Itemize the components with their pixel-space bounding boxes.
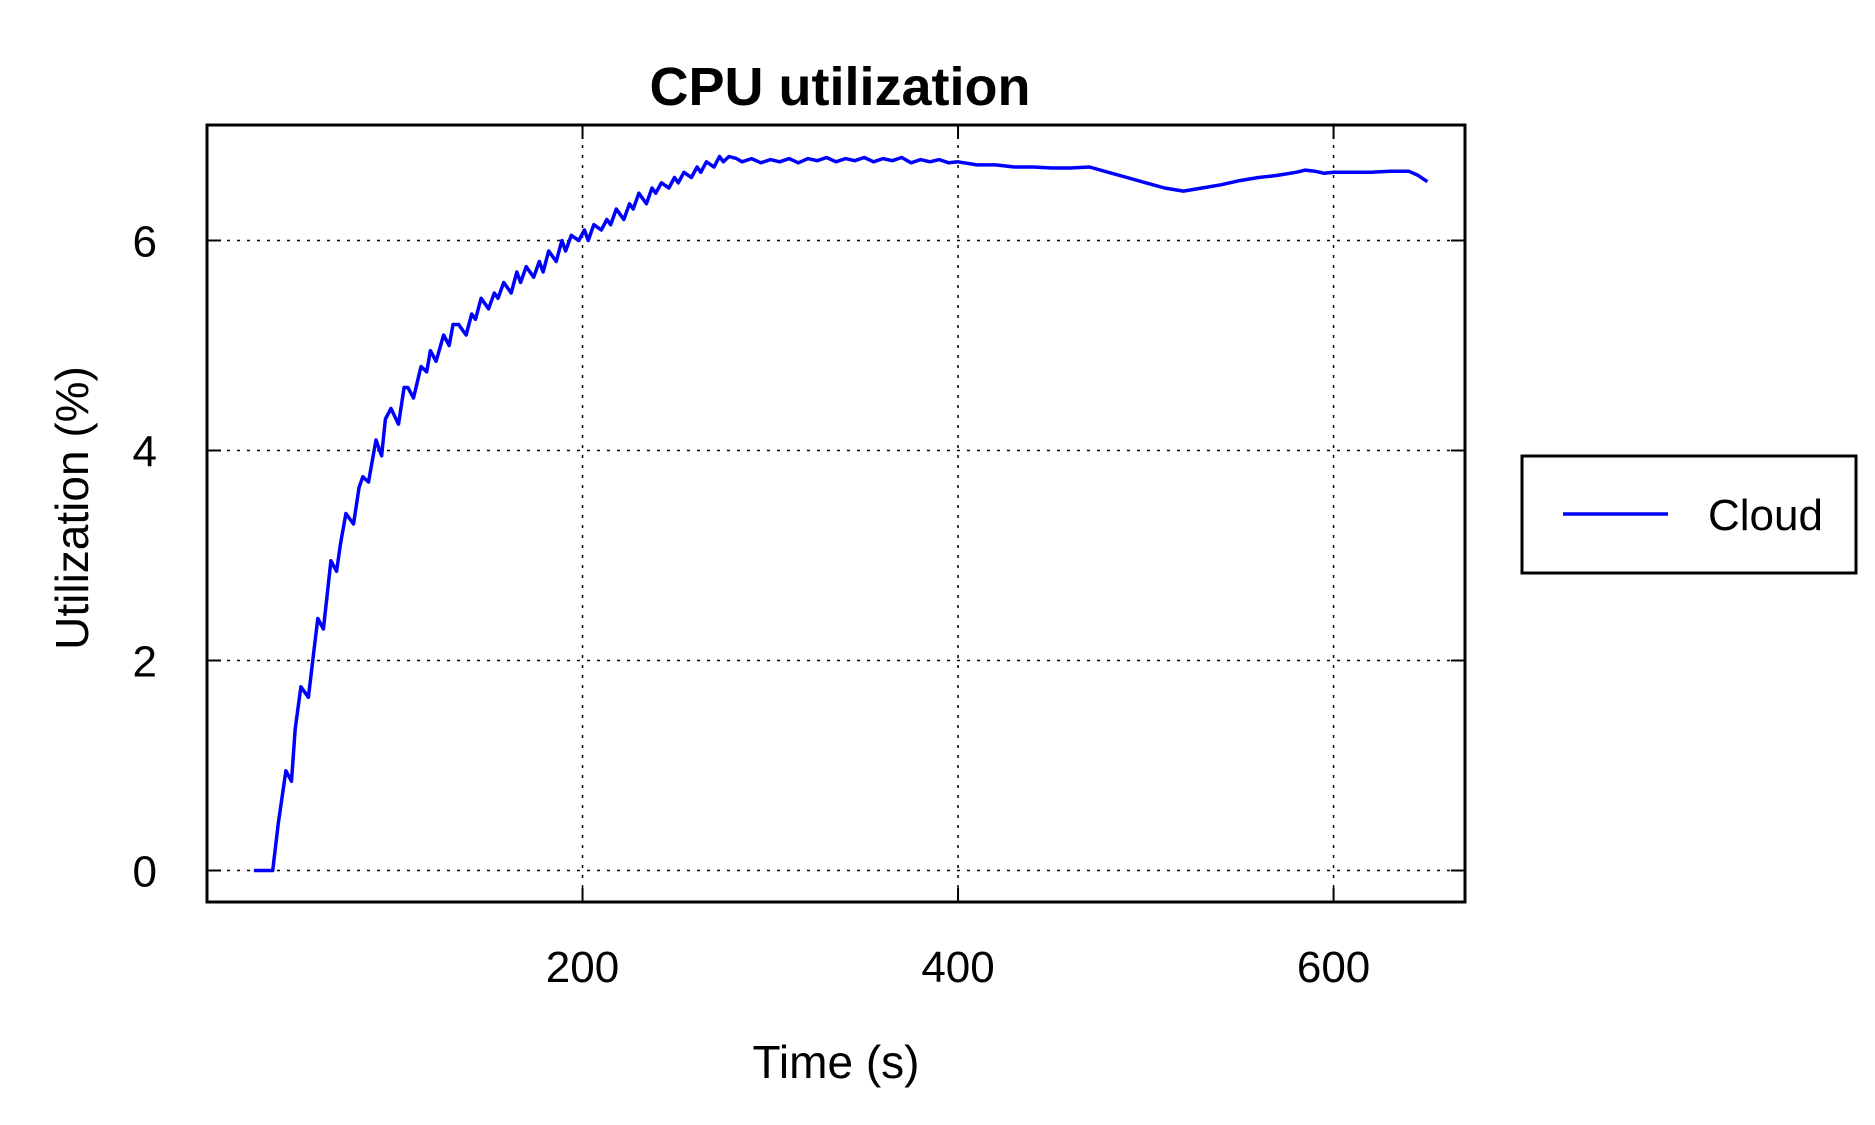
chart-title: CPU utilization [650, 57, 1031, 117]
legend: Cloud [1520, 454, 1858, 575]
grid-lines [207, 125, 1465, 902]
y-axis-label: Utilization (%) [46, 366, 98, 650]
axis-ticks [207, 125, 1465, 902]
y-tick-label: 2 [133, 638, 157, 687]
y-tick-label: 6 [133, 218, 157, 267]
legend-label-cloud: Cloud [1708, 491, 1823, 540]
y-tick-label: 4 [133, 428, 157, 477]
tick-labels: 200 400 600 0 2 4 6 [133, 218, 1371, 993]
series-line-cloud [253, 154, 1429, 873]
plot-area-frame [205, 123, 1467, 904]
x-tick-label: 600 [1297, 943, 1370, 992]
y-tick-label: 0 [133, 848, 157, 897]
x-tick-label: 400 [921, 943, 994, 992]
x-axis-label: Time (s) [753, 1036, 920, 1088]
x-tick-label: 200 [546, 943, 619, 992]
